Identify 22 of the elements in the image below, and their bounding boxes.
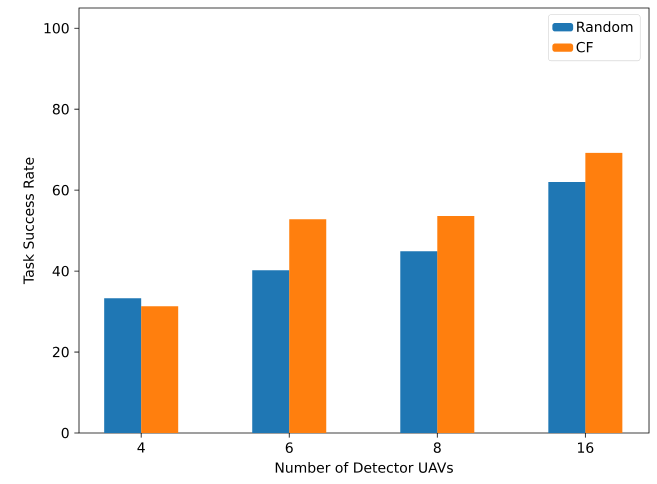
y-tick-label: 80: [52, 104, 69, 114]
bar: [400, 251, 438, 433]
y-tick-label: 100: [44, 22, 69, 34]
bar: [104, 298, 142, 433]
bar: [437, 216, 474, 433]
y-tick-label: 60: [52, 184, 69, 196]
y-tick-label: 40: [52, 266, 69, 276]
x-tick-label: 4: [137, 442, 145, 453]
legend-label: Random: [577, 21, 632, 32]
bar: [252, 270, 290, 433]
legend-label: CF: [576, 42, 593, 52]
y-axis-title: Task Success Rate: [23, 158, 34, 284]
x-tick-label: 6: [286, 442, 293, 453]
bar: [289, 219, 326, 433]
x-tick-label: 16: [578, 442, 594, 453]
y-tick-label: 20: [52, 346, 69, 358]
x-axis-title: Number of Detector UAVs: [276, 462, 453, 473]
bar: [141, 306, 178, 433]
y-tick-label: 0: [62, 428, 69, 438]
x-tick-label: 8: [434, 442, 441, 453]
bar: [585, 152, 622, 433]
bar: [548, 182, 586, 433]
